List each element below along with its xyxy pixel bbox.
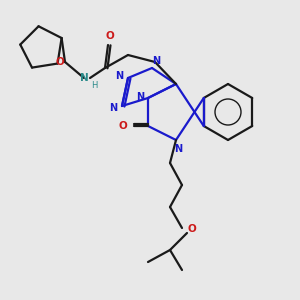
- Text: H: H: [91, 80, 97, 89]
- Text: N: N: [136, 92, 144, 102]
- Text: N: N: [174, 144, 182, 154]
- Text: O: O: [55, 57, 64, 67]
- Text: N: N: [152, 56, 160, 66]
- Text: N: N: [80, 73, 88, 83]
- Text: O: O: [118, 121, 127, 131]
- Text: N: N: [109, 103, 117, 113]
- Text: O: O: [188, 224, 196, 234]
- Text: N: N: [115, 71, 123, 81]
- Text: O: O: [106, 31, 114, 41]
